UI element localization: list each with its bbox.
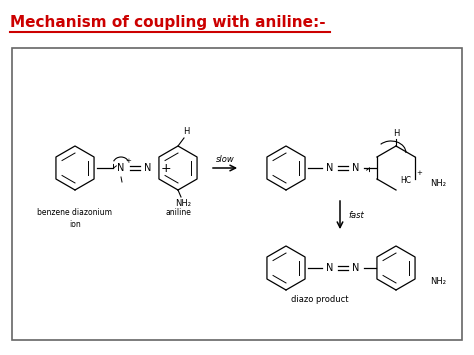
Text: N: N xyxy=(117,163,125,173)
Text: aniline: aniline xyxy=(165,208,191,217)
Text: H: H xyxy=(393,130,399,138)
Text: fast: fast xyxy=(348,212,364,220)
Text: N: N xyxy=(326,263,334,273)
Text: slow: slow xyxy=(216,154,234,164)
Text: +: + xyxy=(161,162,171,175)
Text: +: + xyxy=(416,170,422,176)
Text: NH₂: NH₂ xyxy=(430,278,446,286)
Text: NH₂: NH₂ xyxy=(175,200,191,208)
Text: +: + xyxy=(125,158,131,164)
Text: N: N xyxy=(144,163,152,173)
Text: N: N xyxy=(352,163,360,173)
Text: N: N xyxy=(326,163,334,173)
Bar xyxy=(12,48,462,340)
Text: NH₂: NH₂ xyxy=(430,180,446,189)
Text: Mechanism of coupling with aniline:-: Mechanism of coupling with aniline:- xyxy=(10,15,326,29)
Text: benzene diazonium
ion: benzene diazonium ion xyxy=(37,208,112,229)
Text: diazo product: diazo product xyxy=(291,295,349,305)
Text: HC: HC xyxy=(400,176,411,186)
Text: H: H xyxy=(183,127,189,137)
Text: N: N xyxy=(352,263,360,273)
